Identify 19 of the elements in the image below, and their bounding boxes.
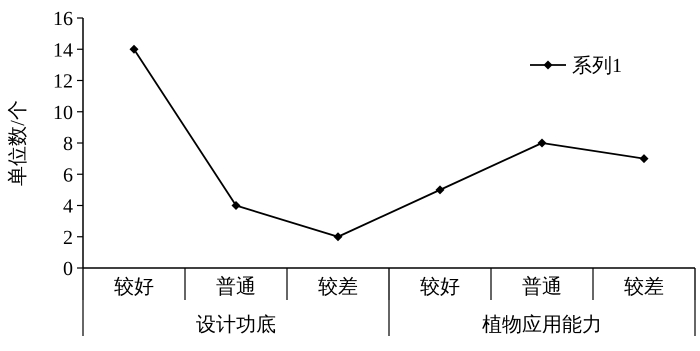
y-tick-label: 0 [63, 258, 73, 280]
x-tick-label: 较差 [318, 276, 358, 298]
y-tick-label: 10 [53, 102, 73, 124]
y-axis-title: 单位数/个 [7, 100, 29, 186]
x-tick-label: 普通 [522, 275, 562, 298]
y-tick-label: 6 [63, 164, 73, 186]
text: 植物应用能力 [482, 314, 602, 336]
y-tick-label: 16 [53, 8, 73, 30]
x-tick-label: 较好 [114, 276, 154, 298]
x-tick-label: 普通 [216, 275, 256, 298]
text: 设计功底 [196, 314, 276, 336]
y-tick-label: 12 [53, 70, 73, 92]
x-tick-label: 较好 [420, 276, 460, 298]
x-tick-label: 较差 [624, 276, 664, 298]
y-tick-label: 2 [63, 226, 73, 249]
y-tick-label: 4 [63, 196, 73, 218]
y-tick-label: 14 [53, 39, 73, 62]
y-tick-label: 8 [63, 133, 73, 155]
legend-label: 系列1 [572, 55, 622, 77]
